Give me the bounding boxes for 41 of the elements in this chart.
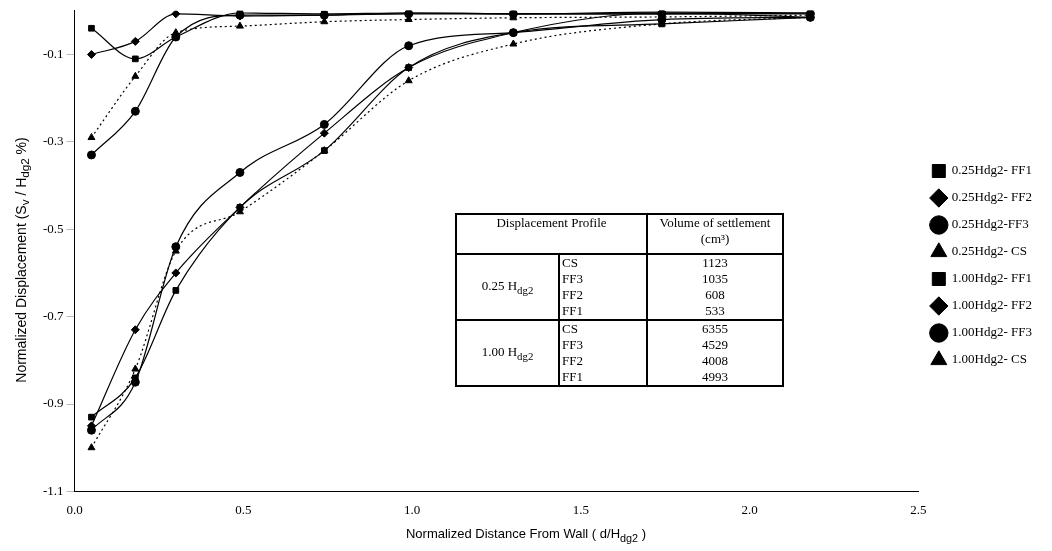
annotation: 4993 bbox=[702, 369, 728, 384]
annotation: 4529 bbox=[702, 337, 728, 352]
y-tick-label: -0.7 bbox=[42, 308, 65, 324]
annotation: 6355 bbox=[702, 321, 728, 336]
y-tick-label: -0.1 bbox=[42, 45, 64, 61]
x-tick-label: 2.0 bbox=[741, 501, 758, 517]
legend-label: 1.00Hdg2- FF1 bbox=[951, 270, 1033, 286]
annotation: 1035 bbox=[702, 271, 728, 286]
legend-label: 1.00Hdg2- FF2 bbox=[951, 297, 1033, 313]
annotation: FF2 bbox=[562, 353, 583, 368]
annotation: 4008 bbox=[702, 353, 728, 368]
x-tick-label: 0.0 bbox=[66, 501, 83, 517]
annotation: 533 bbox=[705, 303, 725, 318]
y-tick-label: -0.9 bbox=[42, 395, 64, 411]
y-tick-label: -0.3 bbox=[42, 133, 64, 149]
x-tick-label: 1.0 bbox=[403, 501, 421, 517]
annotation: 608 bbox=[705, 287, 725, 302]
x-tick-label: 0.5 bbox=[235, 501, 252, 517]
annotation: FF3 bbox=[562, 271, 583, 286]
legend-label: 1.00Hdg2- FF3 bbox=[951, 324, 1033, 340]
x-tick-label: 2.5 bbox=[910, 501, 927, 517]
annotation: 1.00 H$_{dg2}$ bbox=[456, 320, 559, 386]
annotation: FF1 bbox=[562, 303, 583, 318]
annotation: CS bbox=[562, 321, 578, 336]
legend-label: 0.25Hdg2- CS bbox=[951, 243, 1027, 259]
annotation: 1123 bbox=[702, 255, 728, 270]
legend-label: 0.25Hdg2- FF1 bbox=[951, 162, 1033, 178]
x-axis-title: Normalized Distance From Wall ( d/H$_{dg2}$ ) bbox=[404, 526, 648, 544]
annotation: FF3 bbox=[562, 337, 583, 352]
legend-label: 1.00Hdg2- CS bbox=[951, 351, 1027, 367]
y-tick-label: -0.5 bbox=[42, 220, 64, 236]
annotation: Volume of settlement (cm³) bbox=[647, 214, 783, 254]
annotation: FF2 bbox=[562, 287, 583, 302]
legend-label: 0.25Hdg2- FF2 bbox=[951, 189, 1033, 205]
annotation: FF1 bbox=[562, 369, 583, 384]
annotation: Displacement Profile bbox=[456, 214, 647, 254]
annotation: CS bbox=[562, 255, 578, 270]
legend-label: 0.25Hdg2-FF3 bbox=[951, 216, 1029, 232]
annotation: 0.25 H$_{dg2}$ bbox=[456, 254, 559, 320]
y-tick-label: -1.1 bbox=[42, 482, 64, 498]
x-tick-label: 1.5 bbox=[572, 501, 589, 517]
